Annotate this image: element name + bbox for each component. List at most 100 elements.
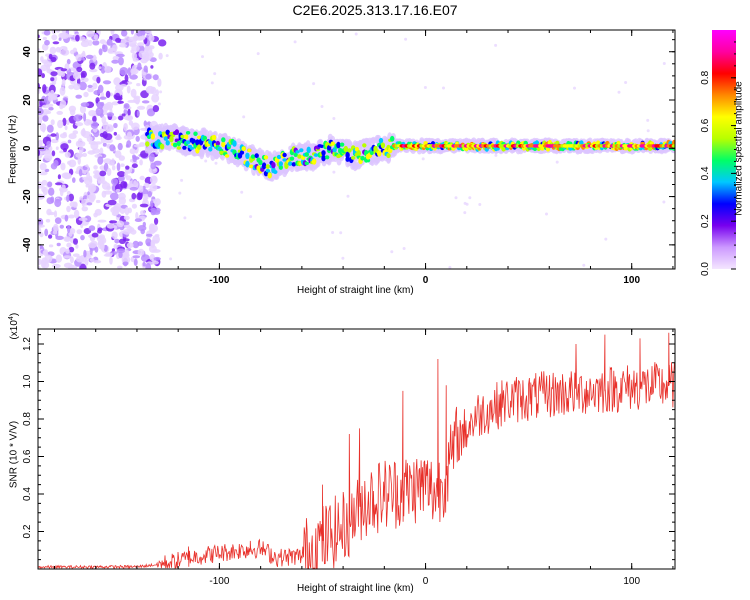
noise-blob bbox=[158, 52, 163, 60]
noise-blob bbox=[82, 166, 88, 171]
top-plot-frame bbox=[37, 29, 676, 270]
noise-blob bbox=[50, 71, 58, 77]
noise-blob bbox=[137, 62, 142, 71]
noise-blob bbox=[101, 190, 107, 198]
noise-blob bbox=[82, 50, 86, 58]
noise-blob bbox=[478, 203, 482, 206]
noise-blob bbox=[122, 221, 130, 226]
noise-blob bbox=[109, 192, 119, 201]
spectrogram-plot: -100 0 100 -40 -20 0 20 40 bbox=[22, 29, 676, 286]
noise-blob bbox=[131, 163, 138, 168]
noise-blob bbox=[65, 248, 70, 254]
noise-blob bbox=[93, 34, 99, 40]
noise-blob bbox=[63, 147, 67, 153]
noise-blob bbox=[113, 131, 118, 136]
ridge-cell bbox=[345, 151, 350, 159]
noise-blob bbox=[86, 202, 93, 206]
noise-blob bbox=[146, 108, 156, 117]
noise-blob bbox=[63, 262, 73, 268]
noise-blob bbox=[85, 54, 94, 60]
ridge-cell bbox=[224, 154, 230, 158]
noise-blob bbox=[38, 146, 47, 152]
noise-blob bbox=[249, 215, 253, 219]
noise-blob bbox=[126, 242, 134, 248]
noise-blob bbox=[52, 229, 58, 235]
noise-blob bbox=[72, 130, 79, 135]
noise-blob bbox=[118, 56, 124, 66]
noise-blob bbox=[83, 112, 87, 122]
noise-blob bbox=[46, 64, 51, 71]
ridge-cell bbox=[380, 142, 386, 149]
noise-blob bbox=[55, 254, 62, 263]
noise-blob bbox=[78, 145, 84, 154]
ridge-cell bbox=[215, 140, 220, 146]
noise-blob bbox=[116, 162, 121, 172]
noise-blob bbox=[545, 212, 548, 216]
top-y-tick-label: 20 bbox=[22, 94, 33, 106]
noise-blob bbox=[123, 215, 130, 221]
ridge-cell bbox=[304, 152, 309, 157]
ridge-cell bbox=[239, 150, 245, 155]
top-y-axis-label: Frequency (Hz) bbox=[7, 115, 19, 184]
noise-blob bbox=[604, 237, 608, 241]
noise-blob bbox=[242, 115, 246, 119]
ridge-cell bbox=[271, 161, 276, 169]
noise-blob bbox=[106, 112, 115, 117]
noise-blob bbox=[118, 251, 123, 259]
noise-blob bbox=[148, 245, 157, 253]
noise-blob bbox=[118, 155, 126, 161]
noise-blob bbox=[127, 99, 136, 103]
noise-blob bbox=[320, 105, 324, 108]
noise-blob bbox=[55, 235, 64, 240]
ridge-cell bbox=[241, 146, 246, 152]
top-y-tick-label: 40 bbox=[22, 46, 33, 58]
noise-blob bbox=[80, 57, 86, 61]
noise-blob bbox=[44, 168, 50, 173]
noise-blob bbox=[77, 156, 81, 165]
ridge-cell bbox=[247, 148, 252, 153]
ridge-cell bbox=[165, 129, 170, 135]
noise-blob bbox=[124, 171, 128, 178]
ridge-cell bbox=[287, 161, 293, 166]
noise-blob bbox=[38, 148, 41, 157]
noise-blob bbox=[38, 218, 44, 227]
noise-blob bbox=[55, 46, 61, 53]
ridge-cell bbox=[295, 150, 300, 154]
noise-blob bbox=[155, 151, 160, 155]
noise-blob bbox=[144, 195, 149, 200]
noise-blob bbox=[159, 90, 163, 94]
noise-blob bbox=[129, 43, 137, 47]
noise-blob bbox=[41, 59, 49, 64]
noise-blob bbox=[114, 238, 120, 244]
noise-blob bbox=[95, 199, 101, 204]
noise-blob bbox=[149, 183, 158, 192]
noise-blob bbox=[72, 47, 78, 53]
noise-blob bbox=[80, 102, 90, 107]
noise-blob bbox=[59, 86, 66, 96]
noise-blob bbox=[51, 150, 56, 157]
noise-blob bbox=[102, 142, 107, 147]
ridge-cell bbox=[185, 140, 191, 145]
ridge-cell bbox=[250, 154, 256, 159]
noise-blob bbox=[55, 132, 59, 141]
ridge-cell bbox=[273, 170, 278, 174]
noise-blob bbox=[115, 188, 121, 193]
noise-blob bbox=[56, 30, 60, 33]
noise-blob bbox=[136, 110, 140, 117]
noise-blob bbox=[463, 211, 467, 215]
noise-blob bbox=[111, 248, 115, 252]
noise-blob bbox=[109, 220, 118, 224]
noise-blob bbox=[210, 81, 214, 85]
noise-blob bbox=[78, 169, 83, 177]
noise-blob bbox=[148, 153, 155, 162]
ridge-cell bbox=[377, 150, 382, 157]
noise-blob bbox=[53, 223, 59, 232]
noise-blob bbox=[97, 219, 107, 223]
noise-blob bbox=[58, 37, 62, 41]
noise-blob bbox=[66, 205, 71, 213]
noise-blob bbox=[81, 206, 89, 212]
noise-blob bbox=[88, 110, 97, 117]
ridge-cell bbox=[261, 162, 267, 170]
noise-blob bbox=[89, 247, 93, 256]
noise-blob bbox=[147, 191, 152, 198]
